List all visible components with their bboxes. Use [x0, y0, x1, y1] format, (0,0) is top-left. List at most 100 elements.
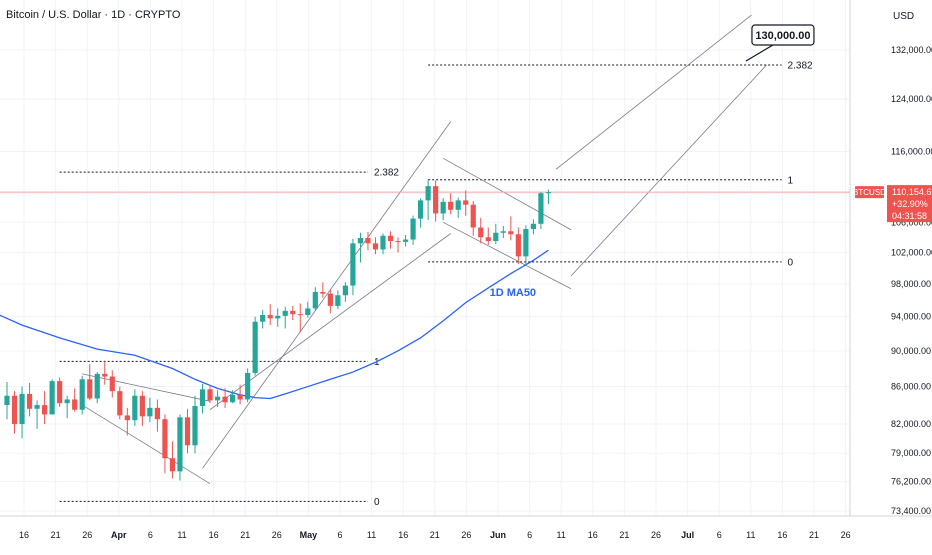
candle-body — [117, 391, 123, 416]
candle — [463, 190, 469, 216]
ma50-line — [0, 249, 549, 400]
candle-body — [538, 193, 544, 224]
candle — [530, 219, 536, 235]
time-tick-label: Apr — [111, 530, 127, 540]
time-tick-label: 16 — [209, 530, 219, 540]
candle — [87, 364, 93, 401]
price-tick-label: 79,000.00 — [891, 448, 931, 458]
candle-body — [357, 238, 364, 244]
price-tick-label: 124,000.00 — [891, 94, 932, 104]
channel-line — [442, 221, 572, 290]
candle-body — [523, 229, 529, 257]
candle-body — [207, 389, 213, 401]
candle — [117, 386, 123, 420]
price-tick-label: 116,000.00 — [891, 146, 932, 156]
price-tick-label: 73,400.00 — [891, 506, 931, 516]
candle — [49, 379, 55, 415]
candle — [380, 233, 386, 255]
candle-body — [282, 310, 288, 316]
time-tick-label: 26 — [272, 530, 282, 540]
symbol-title[interactable]: Bitcoin / U.S. Dollar · 1D · CRYPTO — [6, 9, 181, 21]
candle-body — [162, 419, 168, 459]
candle-body — [433, 186, 439, 214]
time-tick-label: 16 — [777, 530, 787, 540]
fib-level-label: 2.382 — [374, 168, 399, 179]
candle — [79, 375, 85, 415]
time-tick-label: 21 — [430, 530, 440, 540]
price-tick-label: 90,000.00 — [891, 346, 931, 356]
channel-line — [442, 157, 572, 231]
price-callout-box — [751, 24, 815, 46]
candle-body — [305, 308, 311, 316]
fib-level-label: 1 — [374, 357, 380, 368]
candle — [387, 231, 394, 249]
price-axis[interactable]: 132,000.00124,000.00116,000.00110,000.00… — [891, 45, 932, 516]
candle — [357, 232, 364, 263]
candle-body — [508, 231, 514, 235]
candle-body — [372, 243, 379, 250]
fib-level-label: 0 — [374, 497, 380, 508]
candle — [192, 395, 198, 454]
time-tick-label: 6 — [337, 530, 342, 540]
candle-body — [342, 285, 348, 296]
candle — [252, 316, 258, 376]
candle-series[interactable] — [4, 179, 552, 481]
candle — [72, 388, 78, 412]
candle-body — [500, 231, 506, 233]
candle-body — [49, 381, 55, 415]
candle — [109, 370, 115, 398]
candle-body — [72, 399, 78, 410]
price-tick-label: 76,200.00 — [891, 477, 931, 487]
candle — [440, 198, 446, 221]
symbol-tag: BTCUSD — [853, 188, 886, 197]
ma50-series: 1D MA50 — [0, 249, 549, 400]
price-tick-label: 102,000.00 — [891, 248, 932, 258]
drawing-annotations[interactable]: 2.382 1 0 2.382 1 0 130,000.00 — [0, 14, 850, 508]
candle-body — [124, 415, 130, 421]
time-tick-label: 21 — [619, 530, 629, 540]
candle — [245, 368, 251, 403]
candle-body — [102, 373, 108, 377]
candle — [275, 308, 281, 327]
candle-body — [267, 315, 273, 319]
currency-label[interactable]: USD — [893, 11, 915, 22]
time-tick-label: 16 — [588, 530, 598, 540]
candle — [94, 372, 100, 404]
candle-body — [260, 315, 266, 322]
candle — [4, 382, 10, 420]
candle-body — [545, 192, 552, 194]
candle — [237, 384, 243, 405]
candle — [177, 414, 183, 481]
candle — [493, 223, 499, 245]
candle — [500, 226, 506, 239]
fib-level-label: 1 — [788, 175, 794, 186]
channel-line — [555, 14, 752, 170]
grid-lines — [0, 0, 850, 516]
ma50-label: 1D MA50 — [490, 287, 536, 299]
time-axis[interactable]: 16 21 26 Apr 6 11 16 21 26 May 6 11 16 21 26 Jun 6 11 16 21… — [19, 530, 851, 540]
last-price-label: BTCUSD 110,154.65 +32.90% 04:31:58 — [853, 185, 932, 223]
candle — [305, 301, 311, 318]
candle-body — [485, 237, 491, 242]
candle — [402, 235, 409, 247]
time-tick-label: 16 — [19, 530, 29, 540]
candle — [508, 216, 514, 241]
candle — [207, 384, 213, 404]
candle — [222, 388, 228, 408]
candle-body — [64, 399, 70, 404]
candle — [184, 408, 191, 454]
candle — [365, 232, 371, 251]
candle-body — [214, 396, 221, 401]
candle-body — [312, 292, 318, 309]
candle — [267, 304, 273, 326]
time-tick-label: 21 — [240, 530, 250, 540]
candle — [372, 237, 379, 255]
channel-line — [81, 404, 211, 484]
price-tick-label: 82,000.00 — [891, 419, 931, 429]
candle — [312, 287, 318, 311]
candle-body — [327, 293, 333, 306]
candle-body — [4, 395, 10, 406]
price-tag-bg — [887, 185, 932, 223]
